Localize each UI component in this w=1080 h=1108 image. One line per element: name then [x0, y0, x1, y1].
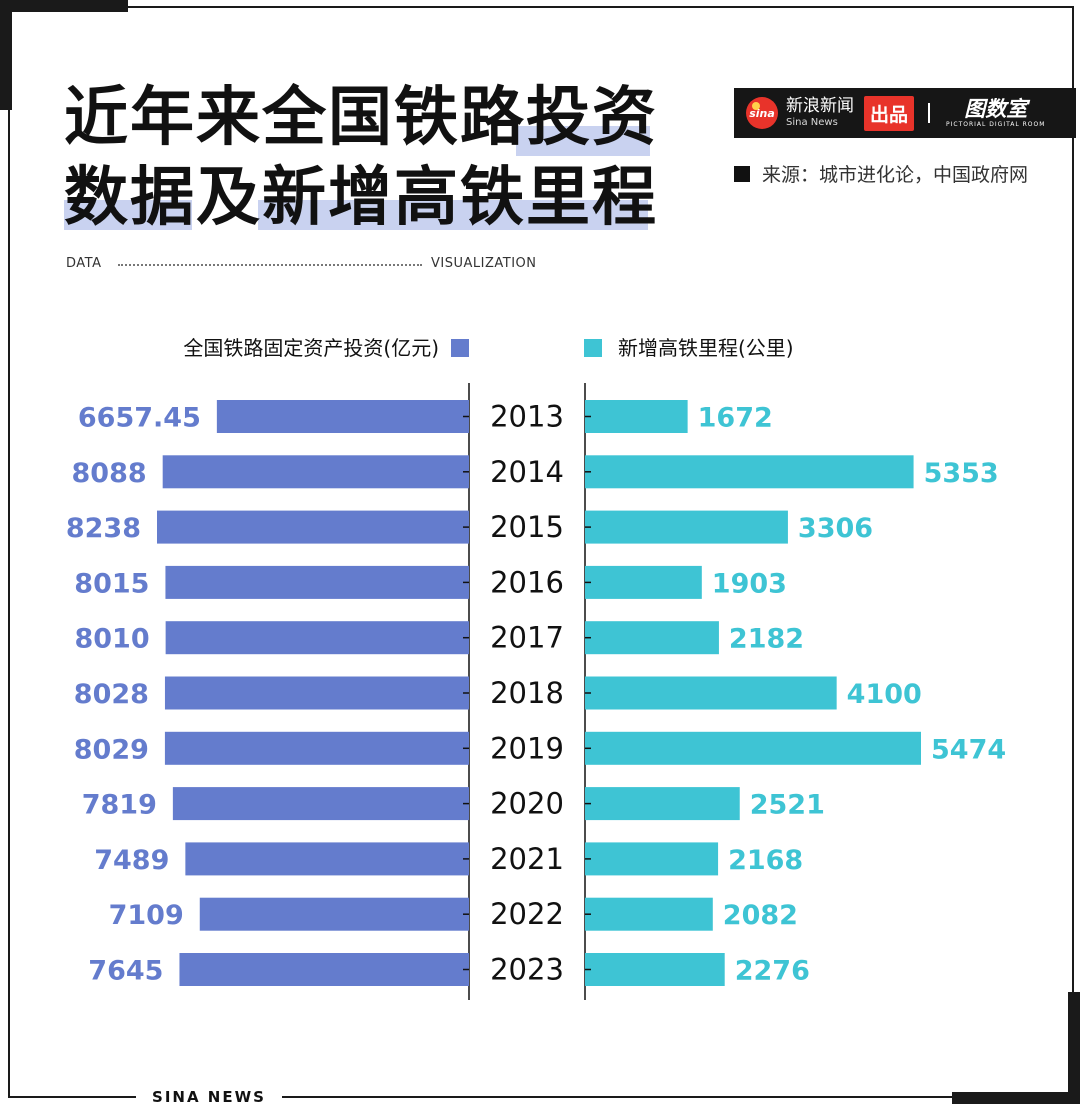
frame-corner-bottom-right-vertical [1068, 992, 1080, 1104]
bar-mileage-2016 [585, 565, 702, 599]
year-label-2013: 2013 [490, 400, 564, 434]
dotted-rule [118, 264, 422, 266]
year-label-2020: 2020 [490, 787, 564, 821]
title-highlight-1 [516, 126, 650, 156]
brand-badge: 出品 [864, 95, 915, 131]
brand-divider [928, 103, 931, 123]
brand-name-cn: 新浪新闻 [786, 96, 854, 116]
brand-room-cn: 图数室 [964, 96, 1028, 121]
label-investment-2021: 7489 [94, 845, 169, 876]
year-label-2018: 2018 [490, 676, 564, 710]
bar-mileage-2020 [585, 787, 740, 821]
page-title: 近年来全国铁路投资 数据及新增高铁里程 [64, 78, 658, 238]
bar-investment-2016 [165, 565, 469, 599]
brand-name-en: Sina News [786, 117, 838, 128]
brand-bar: sina 新浪新闻 Sina News 出品 图数室 PICTORIAL DIG… [734, 88, 1076, 138]
rule-label-left: DATA [66, 256, 102, 271]
footer: SINA NEWS [136, 1086, 282, 1108]
label-investment-2016: 8015 [74, 568, 149, 599]
label-investment-2019: 8029 [74, 734, 149, 765]
bar-investment-2013 [216, 400, 469, 433]
label-mileage-2021: 2168 [728, 845, 803, 876]
label-mileage-2017: 2182 [729, 624, 804, 655]
source-square-icon [734, 166, 750, 182]
label-investment-2014: 8088 [72, 458, 147, 489]
brand-room-logo: 图数室 PICTORIAL DIGITAL ROOM [946, 96, 1046, 128]
legend-investment-swatch [451, 339, 469, 357]
title-line-1: 近年来全国铁路投资 [64, 81, 658, 155]
year-label-2014: 2014 [490, 455, 564, 489]
legend-investment: 全国铁路固定资产投资(亿元) [183, 334, 469, 362]
source-text: 来源：城市进化论，中国政府网 [762, 164, 1029, 186]
title-line-2: 数据及新增高铁里程 [64, 161, 658, 235]
rule-label-right: VISUALIZATION [431, 256, 537, 271]
legend-investment-label: 全国铁路固定资产投资(亿元) [183, 336, 439, 360]
label-mileage-2018: 4100 [847, 679, 922, 710]
label-investment-2017: 8010 [74, 624, 149, 655]
label-mileage-2020: 2521 [750, 790, 825, 821]
bar-investment-2014 [162, 455, 470, 489]
bar-mileage-2015 [585, 510, 788, 544]
label-investment-2023: 7645 [88, 956, 163, 987]
poster-frame [8, 6, 1074, 1098]
bar-investment-2020 [172, 787, 469, 821]
label-mileage-2016: 1903 [712, 568, 787, 599]
label-investment-2013: 6657.45 [78, 403, 201, 434]
legend-mileage-swatch [584, 339, 602, 357]
year-label-2017: 2017 [490, 621, 564, 655]
bar-investment-2017 [165, 621, 469, 655]
label-investment-2015: 8238 [66, 513, 141, 544]
label-mileage-2015: 3306 [798, 513, 873, 544]
source-note: 来源：城市进化论，中国政府网 [734, 160, 1064, 190]
year-label-2016: 2016 [490, 565, 564, 599]
bar-investment-2018 [164, 676, 470, 710]
bar-mileage-2021 [585, 842, 719, 876]
legend-mileage-label: 新增高铁里程(公里) [618, 336, 794, 360]
label-mileage-2019: 5474 [931, 734, 1006, 765]
label-mileage-2014: 5353 [924, 458, 999, 489]
year-label-2019: 2019 [490, 731, 564, 765]
bar-mileage-2022 [585, 897, 713, 931]
bar-mileage-2017 [585, 621, 719, 655]
bar-mileage-2014 [585, 455, 914, 489]
title-highlight-3 [258, 200, 648, 230]
frame-corner-top-left-vertical [0, 0, 12, 110]
frame-corner-top-left [0, 0, 128, 12]
label-investment-2022: 7109 [109, 900, 184, 931]
bar-investment-2015 [157, 510, 469, 544]
title-highlight-2 [64, 200, 192, 230]
bar-investment-2022 [199, 897, 470, 931]
footer-brand: SINA NEWS [152, 1088, 266, 1106]
frame-corner-bottom-right [952, 1092, 1080, 1104]
label-mileage-2022: 2082 [723, 900, 798, 931]
bar-mileage-2019 [585, 731, 921, 765]
bar-investment-2019 [164, 731, 469, 765]
sina-logo-icon: sina [746, 97, 778, 129]
bar-mileage-2013 [585, 400, 688, 433]
year-label-2023: 2023 [490, 953, 564, 987]
label-investment-2020: 7819 [82, 790, 157, 821]
bar-mileage-2018 [585, 676, 837, 710]
label-mileage-2013: 1672 [698, 403, 773, 434]
year-label-2015: 2015 [490, 510, 564, 544]
bar-investment-2023 [179, 953, 469, 986]
year-label-2021: 2021 [490, 842, 564, 876]
legend-mileage: 新增高铁里程(公里) [584, 334, 794, 362]
label-investment-2018: 8028 [74, 679, 149, 710]
year-label-2022: 2022 [490, 897, 564, 931]
bar-mileage-2023 [585, 953, 725, 986]
brand-room-en: PICTORIAL DIGITAL ROOM [946, 120, 1046, 128]
brand-name: 新浪新闻 Sina News [786, 98, 854, 128]
bar-investment-2021 [185, 842, 470, 876]
label-mileage-2023: 2276 [735, 956, 810, 987]
